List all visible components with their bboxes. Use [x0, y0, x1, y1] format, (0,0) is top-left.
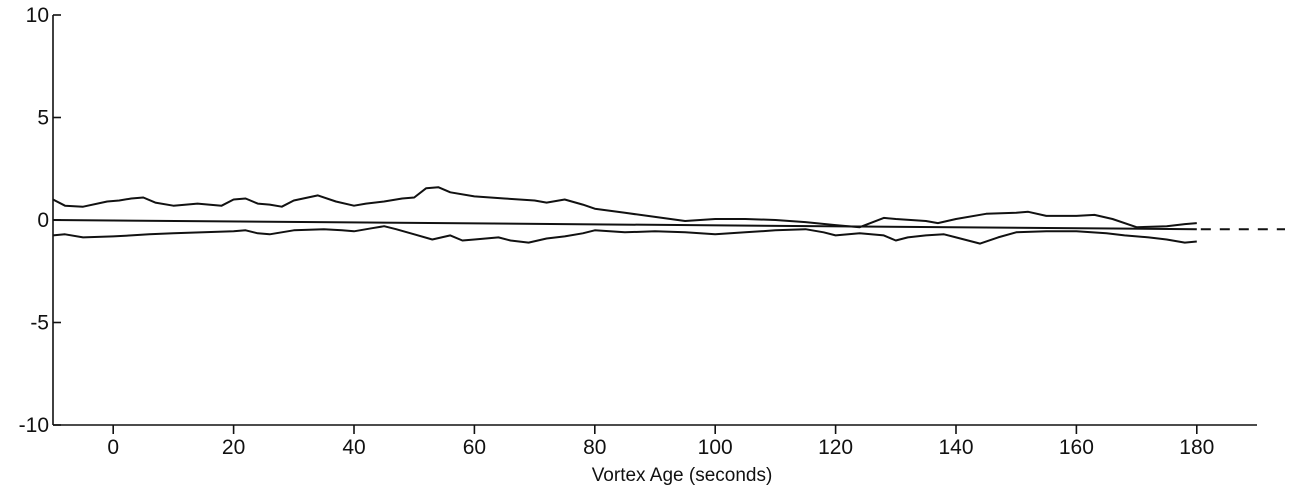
x-tick-label: 140 [938, 436, 973, 459]
lower-bound-line [52, 225, 1197, 245]
x-axis-title: Vortex Age (seconds) [592, 465, 773, 486]
x-tick-label: 0 [107, 436, 119, 459]
y-tick-label: 0 [37, 209, 49, 232]
upper-bound-line [52, 186, 1197, 229]
x-tick-label: 80 [583, 436, 606, 459]
y-tick-label: -5 [30, 312, 49, 335]
x-tick-label: 60 [463, 436, 486, 459]
y-axis-ticks: 10 5 0 -5 -10 [19, 4, 61, 437]
x-tick-label: 100 [698, 436, 733, 459]
x-axis-ticks: 0 20 40 60 80 100 120 140 160 180 [107, 425, 1214, 459]
x-tick-label: 180 [1179, 436, 1214, 459]
series-group [52, 186, 1285, 245]
y-tick-label: -10 [19, 414, 49, 437]
y-tick-label: 5 [37, 107, 49, 130]
x-tick-label: 20 [222, 436, 245, 459]
x-tick-label: 40 [342, 436, 365, 459]
y-tick-label: 10 [26, 4, 49, 27]
x-tick-label: 160 [1059, 436, 1094, 459]
mean-line [52, 219, 1197, 231]
x-tick-label: 120 [818, 436, 853, 459]
